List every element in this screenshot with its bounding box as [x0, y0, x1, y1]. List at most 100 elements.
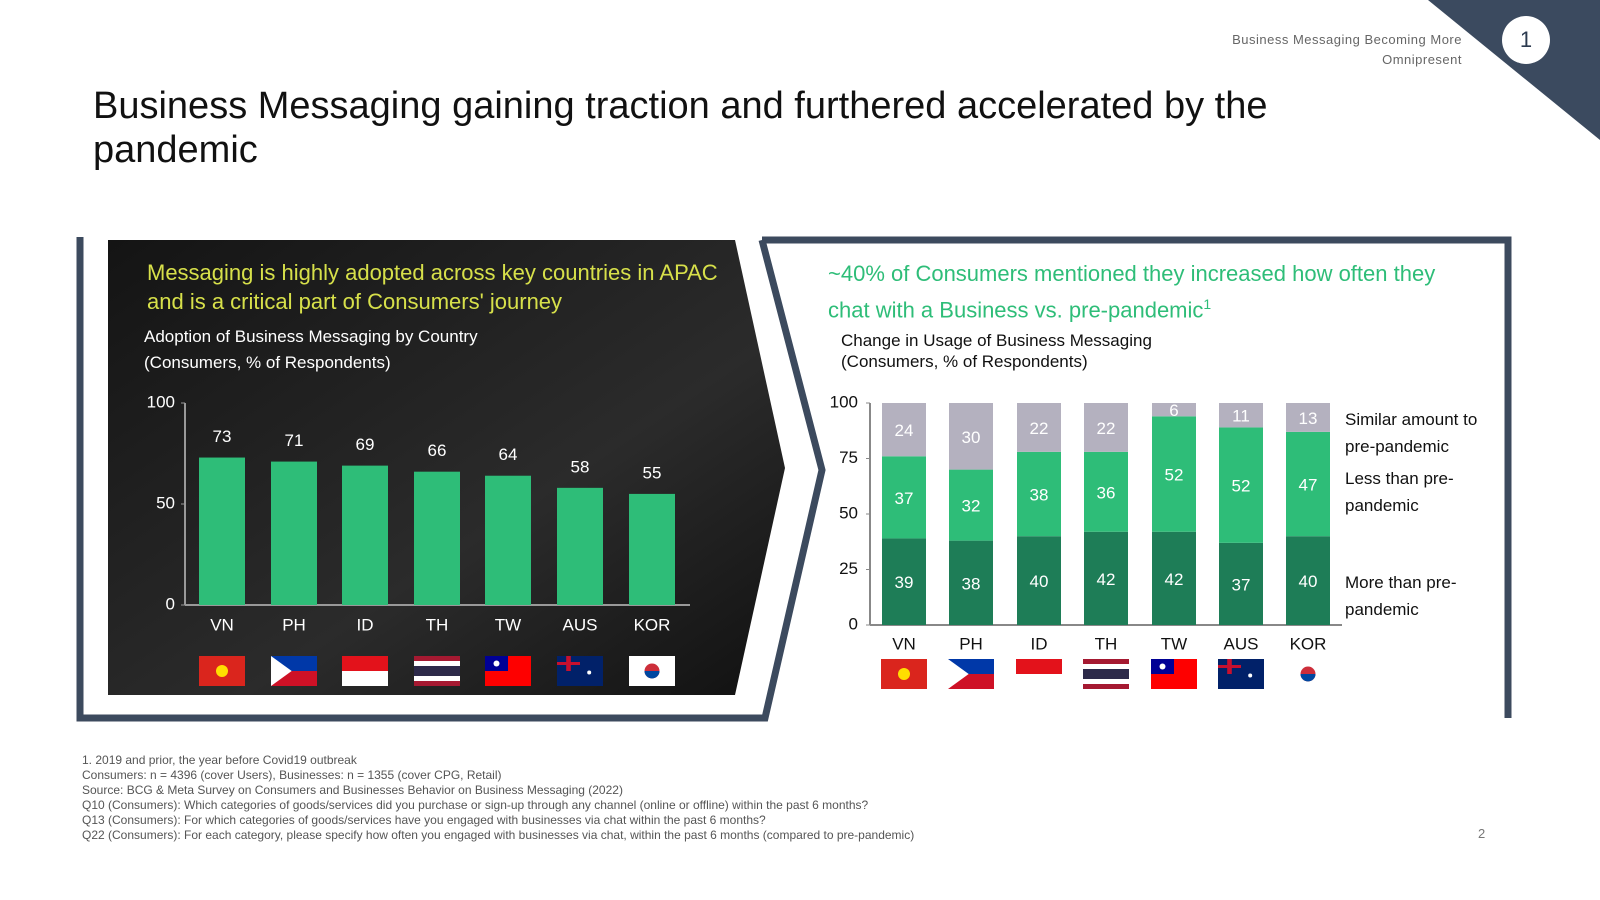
bar [199, 457, 245, 605]
value-label: 40 [1299, 572, 1318, 591]
x-tick-label: AUS [563, 615, 598, 634]
value-label: 6 [1169, 401, 1178, 420]
value-label: 55 [643, 463, 662, 482]
flag-part [1016, 674, 1062, 689]
x-tick-label: AUS [1224, 634, 1259, 653]
headline: ~40% of Consumers mentioned they increas… [828, 261, 1436, 323]
headline-note: 1 [1203, 296, 1212, 312]
left-frame [76, 237, 826, 722]
flag-part [1300, 674, 1316, 682]
bar-segment [949, 540, 993, 625]
subtitle: (Consumers, % of Respondents) [144, 353, 391, 372]
flag-part [1218, 659, 1264, 689]
y-tick-label: 75 [839, 448, 858, 467]
flag-part [493, 660, 500, 667]
bar [629, 493, 675, 605]
flag [948, 659, 994, 689]
value-label: 38 [962, 574, 981, 593]
y-tick-label: 25 [839, 559, 858, 578]
flag-part [1016, 659, 1062, 674]
x-tick-label: TW [495, 615, 521, 634]
bar-segment [1286, 431, 1330, 537]
value-label: 73 [213, 427, 232, 446]
bar-segment [949, 403, 993, 470]
x-tick-label: PH [959, 634, 983, 653]
flag-part [342, 656, 388, 671]
legend-entry: Less than pre-pandemic [1345, 469, 1454, 515]
title: Change in Usage of Business Messaging [841, 331, 1152, 350]
value-label: 52 [1232, 477, 1251, 496]
flag [1285, 659, 1331, 689]
value-label: 58 [571, 457, 590, 476]
bar-segment [1286, 403, 1330, 432]
right-frame [762, 236, 1512, 718]
flag [881, 659, 927, 689]
value-label: 40 [1030, 572, 1049, 591]
x-tick-label: TH [1095, 634, 1118, 653]
value-label: 37 [1232, 575, 1251, 594]
bar-segment [1017, 403, 1061, 452]
footnote: 1. 2019 and prior, the year before Covid… [82, 753, 357, 767]
value-label: 38 [1030, 486, 1049, 505]
x-tick-label: ID [357, 615, 374, 634]
flag-part [644, 671, 660, 679]
value-label: 37 [895, 489, 914, 508]
flag [1083, 659, 1129, 689]
y-tick-label: 100 [147, 392, 175, 411]
value-label: 47 [1299, 476, 1318, 495]
flag [1218, 659, 1264, 689]
bar-segment [1017, 536, 1061, 625]
y-tick-label: 0 [166, 594, 175, 613]
y-tick-label: 50 [156, 493, 175, 512]
flag-part [566, 656, 571, 671]
footnote: Q13 (Consumers): For which categories of… [82, 813, 766, 827]
flag [1016, 659, 1062, 689]
footnotes: 1. 2019 and prior, the year before Covid… [82, 753, 914, 843]
bar-segment [1219, 403, 1263, 428]
flag-part [1159, 663, 1166, 670]
chart-title: Adoption of Business Messaging by Countr… [144, 324, 478, 376]
footnote: Q10 (Consumers): Which categories of goo… [82, 798, 869, 812]
bar-segment [1152, 531, 1196, 625]
chart-headline: Messaging is highly adopted across key c… [147, 260, 718, 314]
bar-segment [882, 538, 926, 625]
chart-headline: ~40% of Consumers mentioned they increas… [828, 259, 1468, 325]
x-tick-label: KOR [634, 615, 671, 634]
footnote: Source: BCG & Meta Survey on Consumers a… [82, 783, 623, 797]
title: Adoption of Business Messaging by Countr… [144, 327, 478, 346]
value-label: 69 [356, 435, 375, 454]
bar-segment [882, 456, 926, 539]
legend-entry: More than pre-pandemic [1345, 573, 1457, 619]
flag [342, 656, 388, 686]
flag [629, 656, 675, 686]
value-label: 42 [1097, 570, 1116, 589]
flag-part [1083, 669, 1129, 679]
value-label: 32 [962, 497, 981, 516]
value-label: 52 [1165, 466, 1184, 485]
bar [414, 471, 460, 605]
x-tick-label: TW [1161, 634, 1187, 653]
flag [485, 656, 531, 686]
flag [1151, 659, 1197, 689]
bar-segment [1219, 427, 1263, 543]
value-label: 42 [1165, 570, 1184, 589]
value-label: 71 [285, 431, 304, 450]
value-label: 22 [1097, 419, 1116, 438]
bar-segment [1286, 536, 1330, 625]
value-label: 30 [962, 428, 981, 447]
bar-segment [1084, 451, 1128, 532]
value-label: 39 [895, 573, 914, 592]
bar-segment [1084, 403, 1128, 452]
bar [557, 487, 603, 605]
slide-title: Business Messaging gaining traction and … [93, 85, 1268, 171]
flag-part [898, 668, 910, 680]
y-tick-label: 50 [839, 503, 858, 522]
flag-part [587, 670, 592, 675]
value-label: 11 [1232, 407, 1250, 426]
y-tick-label: 0 [849, 614, 858, 633]
x-tick-label: ID [1031, 634, 1048, 653]
section-label: Business Messaging Becoming More Omnipre… [1232, 32, 1462, 67]
section-number: 1 [1502, 16, 1550, 64]
flag-part [271, 656, 292, 686]
